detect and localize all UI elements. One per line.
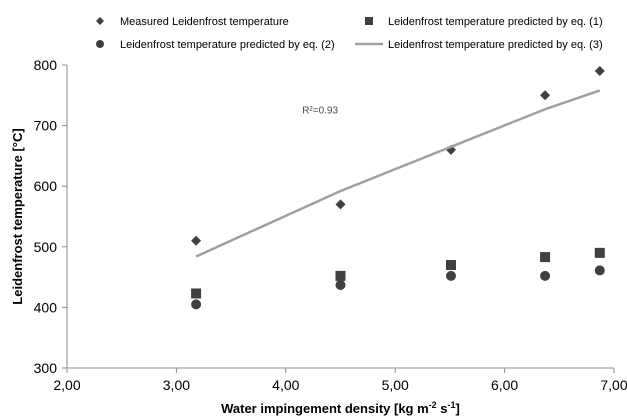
x-tick-label: 5,00 xyxy=(382,377,409,393)
y-tick-label: 800 xyxy=(34,57,58,73)
legend-label: Measured Leidenfrost temperature xyxy=(120,16,289,28)
x-tick-label: 2,00 xyxy=(53,377,80,393)
measured-point xyxy=(191,235,202,246)
eq1-point xyxy=(335,270,346,281)
legend-label: Leidenfrost temperature predicted by eq.… xyxy=(388,39,603,51)
eq1-point xyxy=(445,259,456,270)
legend-item: Measured Leidenfrost temperature xyxy=(96,16,289,28)
legend-item: Leidenfrost temperature predicted by eq.… xyxy=(365,16,603,28)
eq1-point xyxy=(594,247,605,258)
legend-label: Leidenfrost temperature predicted by eq.… xyxy=(120,39,335,51)
legend-item: Leidenfrost temperature predicted by eq.… xyxy=(96,39,335,51)
y-axis-title: Leidenfrost temperature [°C] xyxy=(10,128,25,304)
measured-point xyxy=(594,66,605,77)
eq2-point xyxy=(191,299,202,310)
legend-label: Leidenfrost temperature predicted by eq.… xyxy=(388,16,603,28)
eq2-point xyxy=(335,279,346,290)
y-tick-label: 500 xyxy=(34,239,58,255)
y-tick-label: 300 xyxy=(34,360,58,376)
legend-marker xyxy=(365,17,373,25)
x-axis-title-superscript: -2 xyxy=(429,400,437,410)
x-tick-label: 7,00 xyxy=(600,377,627,393)
plot-area xyxy=(191,66,605,310)
legend-marker xyxy=(96,17,104,25)
measured-point xyxy=(540,90,551,101)
x-tick-label: 4,00 xyxy=(272,377,299,393)
y-tick-label: 400 xyxy=(34,299,58,315)
eq1-point xyxy=(191,288,202,299)
x-tick-label: 3,00 xyxy=(163,377,190,393)
y-tick-label: 600 xyxy=(34,178,58,194)
x-axis-title-part: ] xyxy=(456,401,460,416)
legend-item: Leidenfrost temperature predicted by eq.… xyxy=(355,39,603,51)
legend-marker xyxy=(96,40,104,48)
x-axis-title-superscript: -1 xyxy=(448,400,456,410)
eq2-point xyxy=(540,270,551,281)
r-squared-annotation: R²=0.93 xyxy=(302,105,338,116)
axes: 300 400 500 600 700 800 2,00 3,00 4,00 5,00 6,00 7,… xyxy=(34,57,627,393)
x-axis-title: Water impingement density [kg m-2 s-1] xyxy=(221,400,460,416)
measured-point xyxy=(335,199,346,210)
eq3-line xyxy=(195,89,601,258)
eq1-point xyxy=(540,252,551,263)
x-axis-title-part: s xyxy=(437,401,448,416)
legend: Measured Leidenfrost temperature Leidenfr… xyxy=(96,16,603,51)
x-tick-label: 6,00 xyxy=(491,377,518,393)
y-tick-label: 700 xyxy=(34,118,58,134)
eq2-point xyxy=(594,265,605,276)
eq2-point xyxy=(445,270,456,281)
x-axis-title-part: Water impingement density [kg m xyxy=(221,401,429,416)
